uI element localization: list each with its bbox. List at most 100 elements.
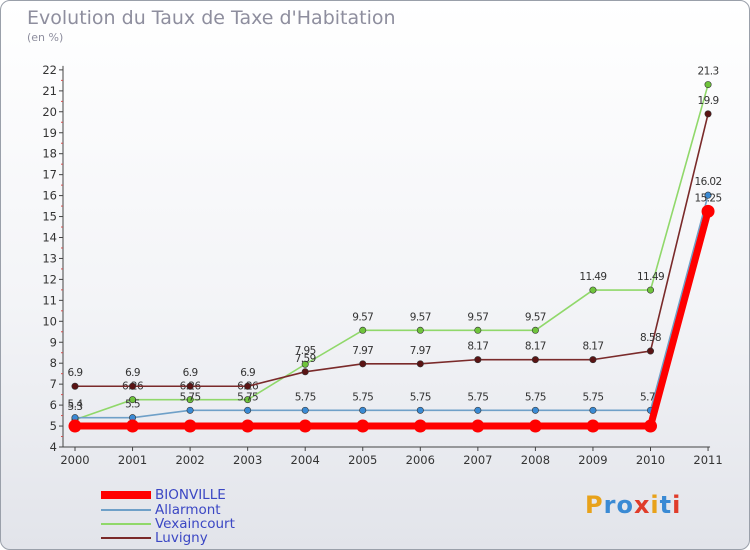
y-tick-label: 22 <box>42 63 57 77</box>
data-point-luvigny <box>186 382 194 390</box>
x-tick-label: 2006 <box>406 453 435 467</box>
data-point-bionville <box>356 419 370 433</box>
data-point-vexaincourt <box>704 81 712 89</box>
legend-label-luvigny: Luvigny <box>155 530 208 546</box>
logo-letter: t <box>659 491 673 519</box>
data-point-bionville <box>528 419 542 433</box>
legend-swatch-bionville <box>101 491 151 499</box>
data-label-allarmont: 5.4 <box>68 399 84 411</box>
data-point-vexaincourt <box>244 396 252 404</box>
data-point-vexaincourt <box>646 286 654 294</box>
legend-item-luvigny: Luvigny <box>101 531 208 545</box>
x-tick-label: 2003 <box>233 453 262 467</box>
data-label-allarmont: 5.75 <box>525 391 546 403</box>
data-label-allarmont: 5.75 <box>467 391 488 403</box>
data-label-vexaincourt: 7.95 <box>295 345 316 357</box>
data-label-luvigny: 19.9 <box>698 95 719 107</box>
x-tick-label: 2000 <box>60 453 89 467</box>
data-point-allarmont <box>704 191 712 199</box>
y-tick-label: 4 <box>50 440 57 454</box>
data-point-bionville <box>183 419 197 433</box>
data-point-allarmont <box>244 406 252 414</box>
y-tick-label: 15 <box>42 210 57 224</box>
data-point-luvigny <box>359 360 367 368</box>
data-label-luvigny: 7.59 <box>295 353 316 365</box>
data-point-vexaincourt <box>186 396 194 404</box>
data-label-luvigny: 6.9 <box>183 367 198 379</box>
data-label-vexaincourt: 9.57 <box>467 311 488 323</box>
data-point-bionville <box>644 419 657 433</box>
series-line-luvigny <box>74 113 709 388</box>
y-tick-label: 20 <box>42 105 57 119</box>
logo-letter: i <box>672 491 682 519</box>
data-point-vexaincourt <box>359 326 367 334</box>
data-label-vexaincourt: 9.57 <box>525 311 546 323</box>
x-tick-label: 2007 <box>463 453 492 467</box>
x-tick-label: 2011 <box>693 453 722 467</box>
series-line-vexaincourt <box>74 83 709 421</box>
legend-swatch-luvigny <box>101 537 151 539</box>
data-point-luvigny <box>129 382 137 390</box>
data-point-allarmont <box>359 406 367 414</box>
y-tick-label: 14 <box>42 231 57 245</box>
data-label-luvigny: 8.17 <box>467 341 488 353</box>
y-tick-label: 11 <box>42 293 57 307</box>
data-point-bionville <box>701 204 715 218</box>
data-point-allarmont <box>474 406 482 414</box>
legend-item-bionville: BIONVILLE <box>101 488 226 502</box>
data-point-vexaincourt <box>301 360 309 368</box>
data-label-allarmont: 5.75 <box>410 391 431 403</box>
x-tick-label: 2005 <box>348 453 377 467</box>
data-label-allarmont: 5.75 <box>237 391 258 403</box>
legend-label-vexaincourt: Vexaincourt <box>155 516 235 532</box>
data-point-luvigny <box>71 382 79 390</box>
y-tick-label: 21 <box>42 84 57 98</box>
data-label-allarmont: 5.75 <box>582 391 603 403</box>
data-label-luvigny: 7.97 <box>352 345 373 357</box>
chart-unit-label: (en %) <box>27 31 64 44</box>
data-label-allarmont: 5.5 <box>125 399 140 411</box>
data-label-bionville: 15.25 <box>695 192 722 204</box>
data-label-allarmont: 16.02 <box>695 176 722 188</box>
y-tick-label: 8 <box>50 356 57 370</box>
data-point-luvigny <box>474 356 482 364</box>
data-point-luvigny <box>416 360 424 368</box>
data-point-luvigny <box>531 356 539 364</box>
data-point-allarmont <box>416 406 424 414</box>
data-label-vexaincourt: 9.57 <box>352 311 373 323</box>
x-tick-label: 2002 <box>175 453 204 467</box>
data-point-vexaincourt <box>129 396 137 404</box>
chart-title: Evolution du Taux de Taxe d'Habitation <box>27 7 396 29</box>
y-tick-label: 10 <box>42 314 57 328</box>
data-point-vexaincourt <box>531 326 539 334</box>
data-point-luvigny <box>301 368 309 376</box>
data-label-vexaincourt: 21.3 <box>698 66 719 78</box>
y-tick-label: 13 <box>42 251 57 265</box>
y-tick-label: 19 <box>42 126 57 140</box>
y-tick-label: 17 <box>42 168 57 182</box>
data-label-vexaincourt: 11.49 <box>579 271 606 283</box>
data-label-luvigny: 6.9 <box>68 367 83 379</box>
legend-label-allarmont: Allarmont <box>155 502 221 518</box>
x-tick-label: 2001 <box>118 453 147 467</box>
data-label-allarmont: 5.75 <box>180 391 201 403</box>
data-point-allarmont <box>186 406 194 414</box>
data-label-vexaincourt: 11.49 <box>637 271 664 283</box>
data-point-bionville <box>298 419 312 433</box>
data-label-luvigny: 8.58 <box>640 332 661 344</box>
y-tick-label: 9 <box>50 335 57 349</box>
data-point-vexaincourt <box>474 326 482 334</box>
data-point-bionville <box>413 419 427 433</box>
data-label-luvigny: 6.9 <box>125 367 140 379</box>
data-point-luvigny <box>244 382 252 390</box>
data-point-allarmont <box>531 406 539 414</box>
y-tick-label: 16 <box>42 189 57 203</box>
logo-letter: i <box>650 491 660 519</box>
x-tick-label: 2004 <box>291 453 320 467</box>
legend-swatch-vexaincourt <box>101 523 151 525</box>
logo-letter: r <box>603 491 617 519</box>
legend-swatch-allarmont <box>101 509 151 511</box>
data-point-bionville <box>241 419 255 433</box>
